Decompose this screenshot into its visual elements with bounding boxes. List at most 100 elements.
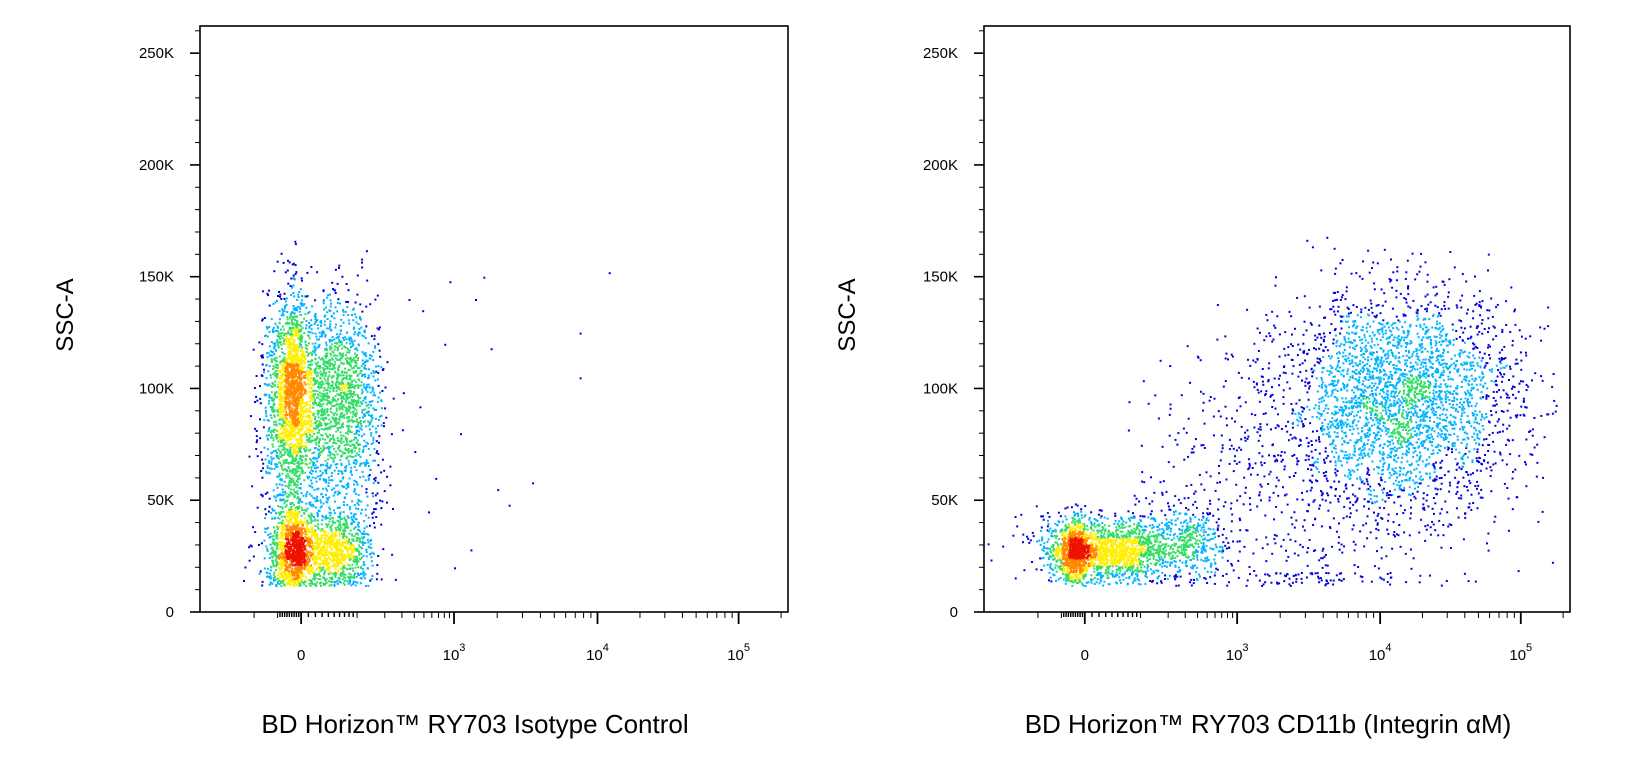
event-dot [300, 547, 303, 550]
event-dot [287, 346, 290, 348]
event-dot [348, 374, 351, 377]
event-dot [322, 403, 325, 406]
event-dot [294, 416, 296, 419]
event-dot [277, 475, 280, 478]
event-dot [374, 508, 377, 511]
event-dot [283, 372, 286, 374]
event-dot [375, 408, 378, 411]
event-dot [289, 355, 292, 358]
event-dot [369, 579, 372, 582]
event-dot [339, 414, 342, 417]
event-dot [264, 458, 267, 461]
event-dot [263, 557, 266, 560]
event-dot [300, 470, 303, 473]
event-dot [357, 503, 360, 506]
event-dot [278, 547, 281, 550]
event-dot [292, 538, 295, 541]
event-dot [299, 556, 302, 558]
event-dot [338, 541, 341, 544]
event-dot [310, 569, 312, 572]
event-dot [346, 360, 349, 362]
event-dot [331, 532, 334, 535]
event-dot [316, 409, 319, 412]
event-dot [326, 411, 329, 414]
event-dot [304, 423, 306, 426]
event-dot [353, 443, 356, 446]
event-dot [277, 505, 280, 507]
event-dot [305, 372, 308, 375]
event-dot [274, 550, 277, 553]
event-dot [312, 395, 315, 398]
event-dot [284, 559, 287, 562]
event-dot [293, 340, 295, 343]
event-dot [313, 516, 315, 518]
event-dot [280, 534, 283, 537]
event-dot [267, 575, 269, 578]
event-dot [347, 381, 349, 384]
event-dot [355, 480, 358, 483]
event-dot [338, 530, 341, 533]
event-dot [281, 448, 284, 451]
event-dot [381, 390, 384, 392]
event-dot [304, 530, 307, 533]
event-dot [337, 420, 340, 423]
event-dot [360, 370, 363, 372]
event-dot [303, 541, 305, 544]
event-dot [335, 442, 338, 445]
event-dot [363, 329, 366, 332]
event-dot [313, 572, 316, 575]
event-dot [292, 570, 295, 573]
event-dot [276, 414, 279, 417]
event-dot [350, 383, 353, 386]
event-dot [342, 314, 345, 317]
event-dot [326, 382, 329, 385]
event-dot [308, 559, 311, 562]
event-dot [353, 535, 356, 537]
event-dot [285, 337, 288, 340]
event-dot [320, 423, 322, 426]
event-dot [349, 546, 352, 549]
event-dot [355, 432, 358, 435]
event-dot [342, 476, 345, 479]
event-dot [355, 429, 358, 432]
event-dot [352, 358, 355, 361]
event-dot [367, 584, 370, 587]
event-dot [297, 296, 300, 298]
event-dot [324, 423, 327, 426]
event-dot [353, 479, 356, 482]
event-dot [325, 547, 328, 550]
event-dot [290, 469, 293, 472]
event-dot [291, 582, 294, 585]
event-dot [336, 354, 339, 357]
event-dot [268, 461, 271, 464]
event-dot [345, 412, 348, 415]
event-dot [370, 335, 373, 338]
event-dot [311, 342, 314, 345]
event-dot [274, 373, 277, 376]
event-dot [365, 367, 368, 370]
event-dot [350, 544, 353, 547]
event-dot [316, 581, 319, 584]
event-dot [340, 357, 343, 360]
event-dot [278, 399, 281, 402]
event-dot [320, 553, 323, 555]
event-dot [294, 355, 297, 358]
event-dot [314, 416, 317, 418]
event-dot [360, 428, 363, 431]
event-dot [338, 416, 341, 419]
event-dot [348, 393, 351, 396]
event-dot [299, 412, 302, 415]
event-dot [344, 367, 346, 370]
event-dot [371, 575, 374, 577]
event-dot [355, 425, 358, 428]
event-dot [283, 515, 286, 518]
event-dot [268, 426, 271, 429]
event-dot [344, 557, 347, 560]
event-dot [291, 454, 294, 457]
event-dot [347, 319, 350, 322]
event-dot [295, 390, 298, 393]
event-dot [349, 407, 352, 409]
event-dot [337, 470, 340, 472]
event-dot [282, 498, 285, 501]
event-dot [278, 557, 280, 560]
